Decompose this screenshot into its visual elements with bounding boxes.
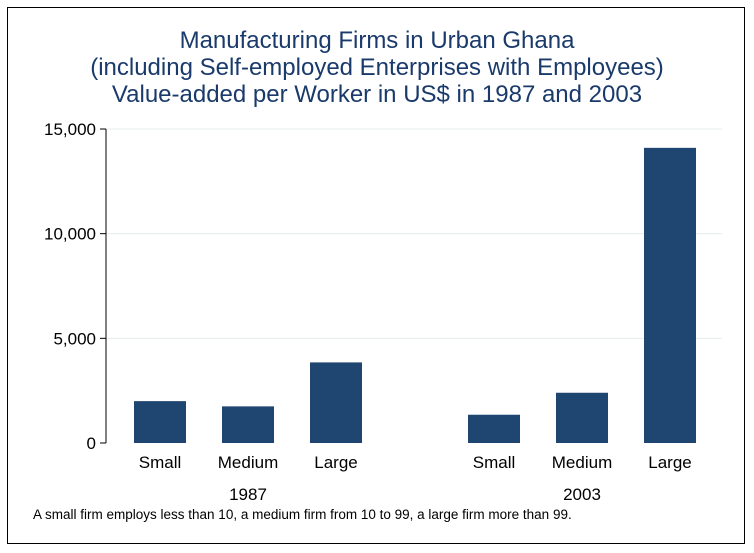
category-label: Small bbox=[139, 453, 182, 472]
chart-title-line-2: (including Self-employed Enterprises wit… bbox=[90, 54, 664, 81]
chart-title-line-3: Value-added per Worker in US$ in 1987 an… bbox=[111, 81, 643, 108]
bar bbox=[222, 406, 274, 443]
bar bbox=[644, 147, 696, 443]
group-label: 1987 bbox=[229, 485, 267, 504]
bar bbox=[310, 362, 362, 443]
y-tick-label: 10,000 bbox=[44, 225, 96, 244]
y-tick-label: 15,000 bbox=[44, 120, 96, 139]
chart-frame bbox=[7, 7, 745, 544]
group-label: 2003 bbox=[563, 485, 601, 504]
chart-footnote: A small firm employs less than 10, a med… bbox=[33, 507, 572, 522]
category-label: Large bbox=[314, 453, 357, 472]
bar bbox=[556, 392, 608, 443]
category-label: Medium bbox=[218, 453, 278, 472]
category-label: Small bbox=[473, 453, 516, 472]
chart-title-line-1: Manufacturing Firms in Urban Ghana bbox=[179, 27, 575, 54]
category-label: Medium bbox=[552, 453, 612, 472]
bar bbox=[468, 414, 520, 443]
y-tick-label: 5,000 bbox=[53, 329, 96, 348]
category-label: Large bbox=[648, 453, 691, 472]
bar bbox=[134, 401, 186, 443]
y-tick-label: 0 bbox=[87, 434, 96, 453]
